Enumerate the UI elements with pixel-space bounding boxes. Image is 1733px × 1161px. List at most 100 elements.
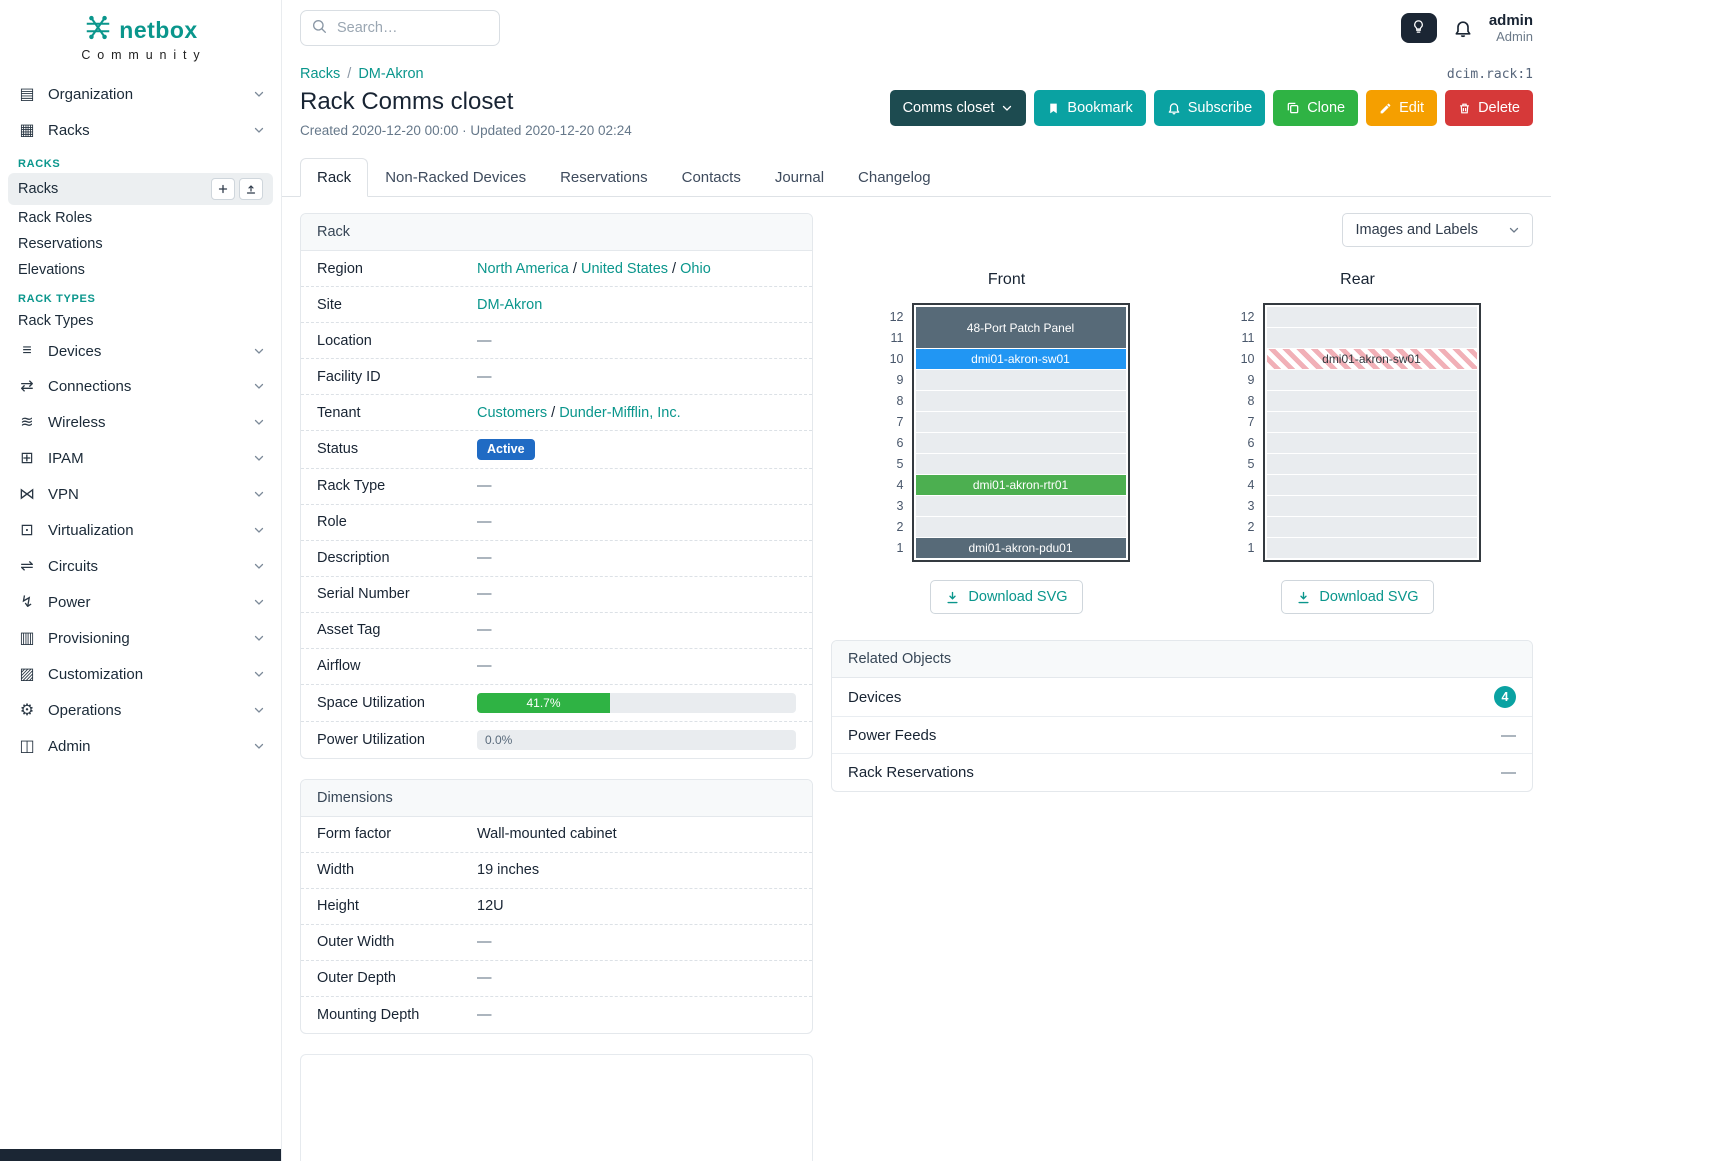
sidebar-item-connections[interactable]: ⇄ Connections [8,368,273,404]
detail-label: Asset Tag [317,622,381,638]
sidebar-item-virtualization[interactable]: ⊡ Virtualization [8,512,273,548]
rack-device[interactable]: dmi01-akron-rtr01 [915,475,1126,495]
sidebar-item-admin[interactable]: ◫ Admin [8,728,273,764]
detail-value: — [477,332,492,349]
connections-icon: ⇄ [20,378,34,395]
rack-slot-empty[interactable] [915,370,1126,390]
download-svg-button[interactable]: Download SVG [1281,580,1434,614]
sidebar-item-rack-types[interactable]: Rack Types [8,308,273,334]
brand[interactable]: netbox Community [0,0,281,68]
notifications-bell-icon[interactable] [1453,18,1473,38]
link[interactable]: United States [580,260,669,277]
rack-device[interactable]: dmi01-akron-sw01 [915,349,1126,369]
link[interactable]: DM-Akron [477,296,543,313]
rack-device[interactable]: dmi01-akron-pdu01 [915,538,1126,558]
delete-button[interactable]: Delete [1445,90,1533,126]
sidebar-item-organization[interactable]: ▤ Organization [8,76,273,112]
count-badge[interactable]: 4 [1494,686,1516,708]
rack-slot-empty[interactable] [1266,370,1477,390]
rack-slot-empty[interactable] [1266,307,1477,327]
search-box[interactable] [300,10,500,46]
link[interactable]: Ohio [680,260,711,277]
link[interactable]: Customers [477,404,548,421]
copy-icon [1286,101,1300,115]
related-row[interactable]: Devices 4 [832,678,1532,717]
sidebar-item-vpn[interactable]: ⋈ VPN [8,476,273,512]
chevron-down-icon [253,560,265,572]
detail-value: Customers / Dunder-Mifflin, Inc. [477,404,681,421]
rack-slot-empty[interactable] [915,391,1126,411]
rack-slot-empty[interactable] [915,433,1126,453]
sidebar-item-provisioning[interactable]: ▥ Provisioning [8,620,273,656]
sidebar-item-operations[interactable]: ⚙ Operations [8,692,273,728]
rack-device[interactable]: dmi01-akron-sw01 [1266,349,1477,369]
rack-slot-empty[interactable] [1266,454,1477,474]
sidebar-item-label: Provisioning [48,629,130,647]
tab-contacts[interactable]: Contacts [681,169,741,186]
rack-slot-empty[interactable] [915,412,1126,432]
tab-changelog[interactable]: Changelog [858,169,931,186]
chevron-down-icon [1508,224,1520,236]
sidebar-item-customization[interactable]: ▨ Customization [8,656,273,692]
chevron-down-icon [253,704,265,716]
sidebar-item-racks[interactable]: Racks [8,173,273,205]
sidebar-item-circuits[interactable]: ⇌ Circuits [8,548,273,584]
detail-value: — [477,934,492,950]
rack-slot-empty[interactable] [1266,538,1477,558]
unit-numbers: 12 11 10 9 8 7 6 5 4 3 2 1 [884,303,904,558]
rack-elevation: 48-Port Patch Panel dmi01-akron-sw01 dmi01… [911,303,1130,562]
rack-slot-empty[interactable] [1266,391,1477,411]
sidebar-item-label: Wireless [48,413,106,431]
search-input[interactable] [335,19,489,37]
sidebar-item-wireless[interactable]: ≋ Wireless [8,404,273,440]
sidebar-item-devices[interactable]: ≡ Devices [8,334,273,368]
detail-label: Rack Type [317,478,386,494]
rack-slot-empty[interactable] [915,454,1126,474]
sidebar-item-label: Racks [48,121,90,139]
user-menu[interactable]: admin Admin [1489,12,1533,44]
rack-slot-empty[interactable] [915,517,1126,537]
plus-button[interactable] [211,178,235,200]
tab-rack[interactable]: Rack [300,158,369,197]
clone-button[interactable]: Clone [1273,90,1359,126]
bookmark-button[interactable]: Bookmark [1034,90,1146,126]
unit-number: 11 [1241,331,1255,345]
breadcrumb-link-racks[interactable]: Racks [300,66,341,82]
link[interactable]: North America [477,260,569,277]
download-svg-button[interactable]: Download SVG [930,580,1083,614]
breadcrumb-link-site[interactable]: DM-Akron [358,66,424,82]
rack-slot-empty[interactable] [1266,328,1477,348]
rack-slot-empty[interactable] [1266,475,1477,495]
detail-row: Asset Tag — [301,613,812,649]
rack-device[interactable]: 48-Port Patch Panel [915,307,1126,348]
rack-slot-empty[interactable] [1266,433,1477,453]
theme-toggle-button[interactable] [1400,13,1437,43]
rack-slot-empty[interactable] [1266,517,1477,537]
images-and-labels-select[interactable]: Images and Labels [1342,213,1533,247]
tab-journal[interactable]: Journal [774,169,825,186]
edit-button[interactable]: Edit [1366,90,1438,126]
sidebar-item-rack-roles[interactable]: Rack Roles [8,205,273,231]
rack-slot-empty[interactable] [915,496,1126,516]
breadcrumb-row: Racks / DM-Akron dcim.rack:1 [282,56,1551,82]
detail-label: Serial Number [317,586,410,602]
unit-number: 12 [889,310,904,324]
unit-number: 6 [1247,436,1255,450]
tab-non-racked-devices[interactable]: Non-Racked Devices [385,169,527,186]
rack-slot-empty[interactable] [1266,412,1477,432]
tab-reservations[interactable]: Reservations [560,169,648,186]
rack-select-button[interactable]: Comms closet [889,90,1027,126]
upload-button[interactable] [239,178,263,200]
sidebar-item-reservations[interactable]: Reservations [8,231,273,257]
link[interactable]: Dunder-Mifflin, Inc. [559,404,681,421]
sidebar-item-elevations[interactable]: Elevations [8,257,273,283]
sidebar-item-racks[interactable]: ▦ Racks [8,112,273,148]
sidebar-item-label: Power [48,593,91,611]
search-icon [311,18,327,39]
rack-slot-empty[interactable] [1266,496,1477,516]
chevron-down-icon [253,452,265,464]
sidebar-item-ipam[interactable]: ⊞ IPAM [8,440,273,476]
related-row: Rack Reservations — [832,754,1532,791]
sidebar-item-power[interactable]: ↯ Power [8,584,273,620]
subscribe-button[interactable]: Subscribe [1153,90,1266,126]
